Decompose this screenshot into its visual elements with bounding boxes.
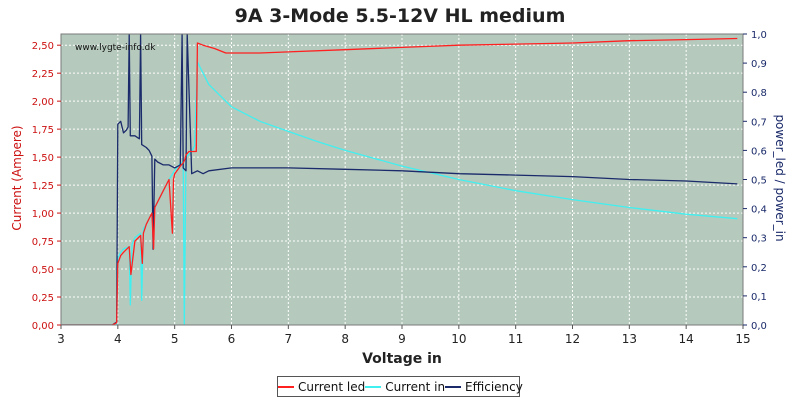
y-left-tick-label: 0,50 bbox=[32, 265, 54, 276]
x-tick-label: 11 bbox=[508, 332, 523, 346]
y-right-axis-ticks: 0,0 0,1 0,2 0,3 0,4 0,5 0,6 0,7 0,8 0,9 1,0 bbox=[743, 30, 767, 332]
y-left-tick-label: 1,75 bbox=[32, 125, 54, 136]
x-tick-label: 8 bbox=[341, 332, 349, 346]
x-tick-label: 5 bbox=[171, 332, 179, 346]
series-lines bbox=[61, 34, 738, 325]
y-left-tick-label: 1,00 bbox=[32, 209, 54, 220]
legend-label-current-led: Current led bbox=[298, 379, 366, 394]
x-tick-label: 13 bbox=[622, 332, 637, 346]
y-left-tick-label: 0,25 bbox=[32, 293, 54, 304]
y-left-tick-label: 0,75 bbox=[32, 237, 54, 248]
x-tick-label: 7 bbox=[285, 332, 293, 346]
y-right-tick-label: 0,5 bbox=[751, 176, 767, 187]
y-right-tick-label: 0,7 bbox=[751, 117, 767, 128]
x-axis-label: Voltage in bbox=[362, 351, 442, 367]
y-right-tick-label: 0,8 bbox=[751, 88, 767, 99]
y-left-axis-label: Current (Ampere) bbox=[10, 125, 24, 230]
x-tick-label: 6 bbox=[228, 332, 236, 346]
y-right-tick-label: 0,3 bbox=[751, 234, 767, 245]
legend-swatch-current-in bbox=[365, 385, 382, 388]
legend-swatch-current-led bbox=[278, 385, 294, 388]
y-right-tick-label: 0,6 bbox=[751, 146, 767, 157]
legend: Current led Current in Efficiency bbox=[277, 376, 523, 397]
y-left-tick-label: 2,00 bbox=[32, 97, 54, 108]
legend-label-efficiency: Efficiency bbox=[465, 379, 523, 394]
series-line-current-led bbox=[61, 37, 738, 325]
y-right-axis-label: power_led / power_in bbox=[773, 114, 787, 241]
x-tick-label: 4 bbox=[114, 332, 122, 346]
x-tick-label: 3 bbox=[57, 332, 65, 346]
legend-item-current-led: Current led bbox=[278, 380, 365, 394]
chart-title: 9A 3-Mode 5.5-12V HL medium bbox=[235, 5, 566, 27]
x-tick-label: 12 bbox=[565, 332, 580, 346]
y-left-tick-label: 1,25 bbox=[32, 181, 54, 192]
legend-swatch-efficiency bbox=[445, 385, 462, 388]
y-right-tick-label: 0,0 bbox=[751, 321, 767, 332]
x-tick-label: 10 bbox=[451, 332, 466, 346]
y-right-tick-label: 0,4 bbox=[751, 205, 767, 216]
y-left-tick-label: 0,00 bbox=[32, 321, 54, 332]
legend-item-current-in: Current in bbox=[365, 380, 445, 394]
series-line-current-in bbox=[61, 61, 738, 325]
legend-item-efficiency: Efficiency bbox=[445, 380, 523, 394]
y-left-axis-ticks: 0,00 0,25 0,50 0,75 1,00 1,25 1,50 1,75 2,00 2,25… bbox=[32, 41, 61, 332]
x-tick-label: 9 bbox=[398, 332, 406, 346]
y-right-tick-label: 0,2 bbox=[751, 263, 767, 274]
y-left-tick-label: 2,25 bbox=[32, 69, 54, 80]
legend-label-current-in: Current in bbox=[385, 379, 446, 394]
y-left-tick-label: 2,50 bbox=[32, 41, 54, 52]
y-right-tick-label: 0,9 bbox=[751, 59, 767, 70]
y-left-tick-label: 1,50 bbox=[32, 153, 54, 164]
series-line-efficiency bbox=[61, 34, 738, 325]
x-axis-ticks: 3 4 5 6 7 8 9 10 11 12 13 14 15 bbox=[57, 325, 751, 346]
x-tick-label: 15 bbox=[735, 332, 750, 346]
x-tick-label: 14 bbox=[679, 332, 694, 346]
watermark: www.lygte-info.dk bbox=[75, 43, 156, 53]
y-right-tick-label: 0,1 bbox=[751, 292, 767, 303]
grid-lines bbox=[61, 34, 743, 325]
y-right-tick-label: 1,0 bbox=[751, 30, 767, 41]
